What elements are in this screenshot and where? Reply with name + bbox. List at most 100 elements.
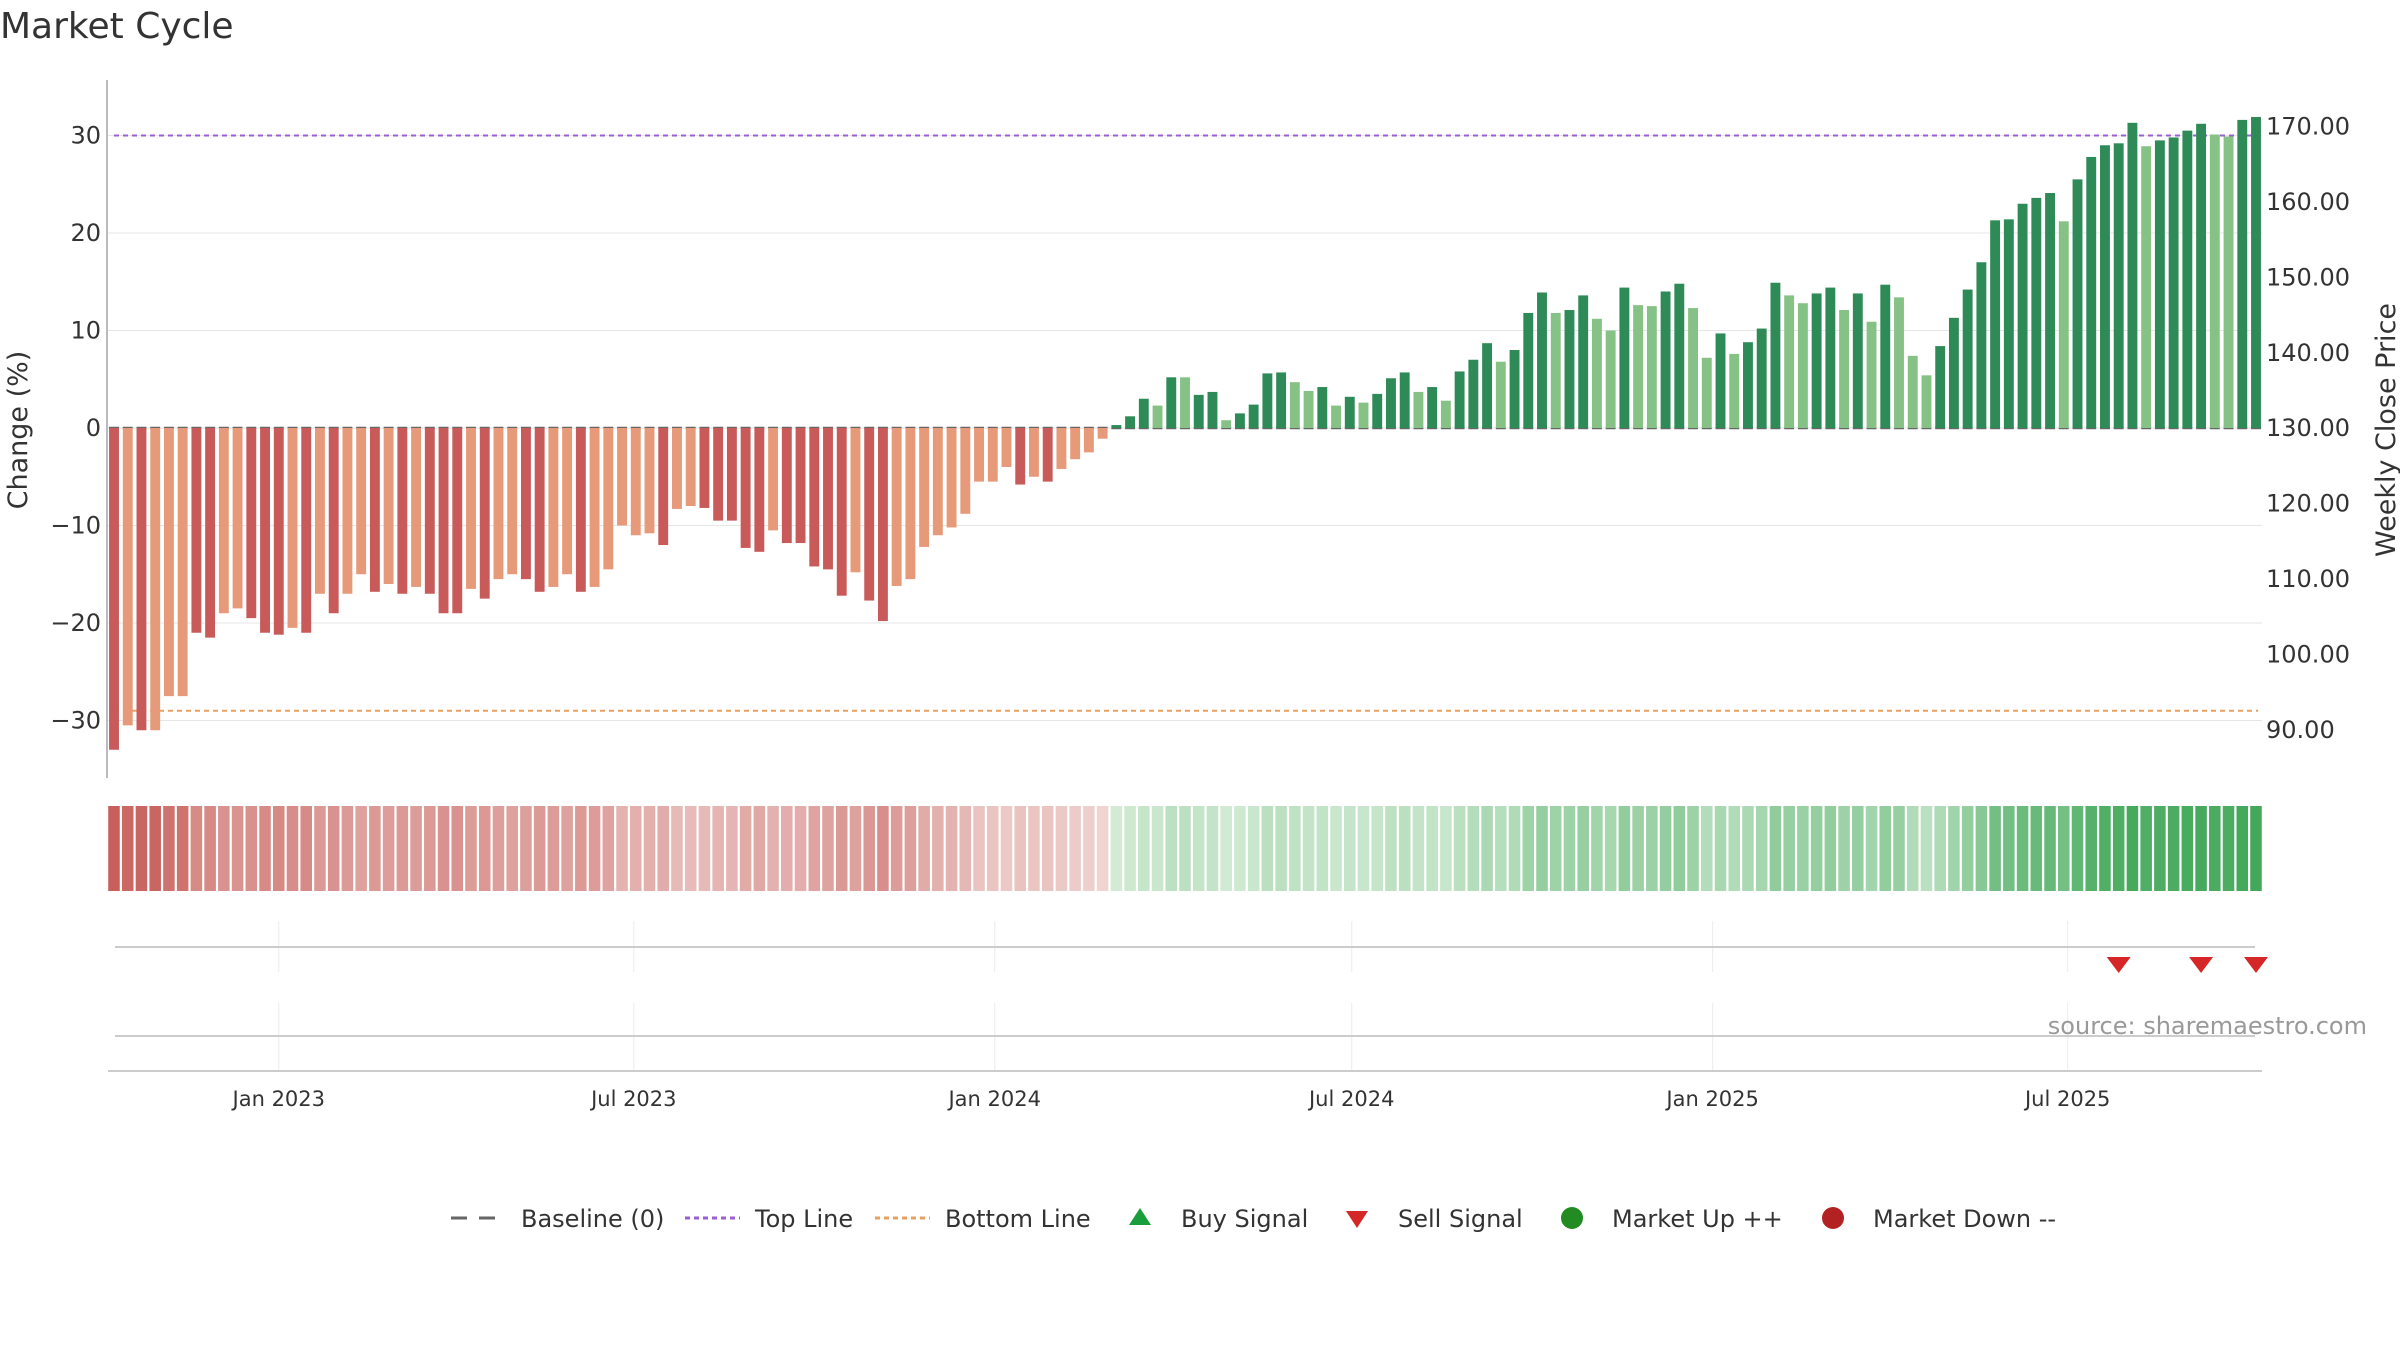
heat-strip-cell (396, 806, 409, 891)
heat-strip-cell (218, 806, 230, 891)
heat-strip-cell (1879, 806, 1892, 891)
heat-strip-cell (2167, 806, 2180, 891)
heat-strip-cell (286, 806, 299, 891)
change-bar (658, 428, 669, 545)
heat-strip-cell (1247, 806, 1260, 891)
change-bar (122, 428, 133, 726)
heat-strip-cell (424, 806, 436, 891)
heat-strip-cell (1289, 806, 1301, 891)
heat-strip-cell (1687, 806, 1699, 891)
change-bar (726, 428, 737, 521)
heat-strip-cell (1618, 806, 1631, 891)
change-bar (218, 428, 229, 614)
heat-strip-cell (1440, 806, 1452, 891)
heat-strip-cell (849, 806, 862, 891)
heat-strip-cell (2140, 806, 2152, 891)
heat-strip-cell (451, 806, 464, 891)
change-bar (836, 428, 847, 596)
heat-strip-cell (1302, 806, 1315, 891)
legend-market-down-label: Market Down -- (1873, 1205, 2056, 1233)
legend-bottom-line-label: Bottom Line (945, 1205, 1091, 1233)
y-tick-right-label: 160.00 (2266, 188, 2350, 216)
change-bar (232, 428, 243, 609)
y-tick-right-label: 150.00 (2266, 263, 2350, 291)
change-bar (520, 428, 531, 580)
heat-strip-cell (478, 806, 491, 891)
heat-strip-cell (369, 806, 381, 891)
heat-strip-cell (671, 806, 683, 891)
change-bar (1715, 333, 1726, 428)
change-bars (109, 116, 2261, 750)
x-tick-label: Jul 2023 (589, 1087, 676, 1111)
legend: Baseline (0) Top Line Bottom Line Buy Si… (451, 1205, 2056, 1233)
legend-top-line-label: Top Line (754, 1205, 853, 1233)
legend-item-market-down: Market Down -- (1822, 1205, 2056, 1233)
heat-strip-cell (1069, 806, 1081, 891)
heat-strip-cell (1975, 806, 1988, 891)
gridlines (108, 135, 2262, 1070)
heat-strip-cell (1508, 806, 1521, 891)
heat-strip-cell (987, 806, 999, 891)
heat-strip-cell (1797, 806, 1809, 891)
change-bar (191, 428, 202, 633)
heat-strip-cell (1701, 806, 1713, 891)
y-tick-right-label: 100.00 (2266, 640, 2350, 668)
change-bar (1468, 359, 1479, 428)
change-bar (369, 428, 380, 592)
heat-strip-cell (492, 806, 505, 891)
change-bar (1015, 428, 1026, 485)
change-bar (397, 428, 408, 594)
heat-strip-cell (1604, 806, 1617, 891)
heat-strip-cell (781, 806, 793, 891)
change-bar (2196, 123, 2207, 429)
legend-item-bottom-line: Bottom Line (875, 1205, 1091, 1233)
change-bar (1880, 284, 1891, 428)
change-bar (2031, 197, 2042, 428)
legend-buy-signal-label: Buy Signal (1181, 1205, 1308, 1233)
heat-strip-cell (1632, 806, 1644, 891)
legend-baseline-label: Baseline (0) (521, 1205, 664, 1233)
heat-strip-cell (2112, 806, 2125, 891)
change-bar (411, 428, 422, 587)
heat-strip-cell (1934, 806, 1946, 891)
heat-strip-cell (1275, 806, 1287, 891)
heat-strip-cell (2126, 806, 2139, 891)
change-bar (548, 428, 559, 587)
change-bar (2127, 122, 2138, 428)
heat-strip-cell (1371, 806, 1383, 891)
change-bar (1221, 420, 1232, 428)
change-bar (713, 428, 724, 521)
heat-strip-cell (877, 806, 889, 891)
heat-strip-cell (2236, 806, 2249, 891)
change-bar (109, 428, 119, 750)
change-bar (1303, 390, 1314, 428)
sell-signal-icon (1346, 1211, 1368, 1228)
heat-strip-cell (973, 806, 985, 891)
change-bar (1344, 396, 1355, 428)
heat-strip-cell (506, 806, 518, 891)
change-bar (2017, 203, 2028, 428)
change-bar (2154, 140, 2165, 429)
change-bar (1605, 330, 1616, 428)
change-bar (795, 428, 806, 544)
change-bar (974, 428, 984, 482)
heat-strip-cell (2071, 806, 2084, 891)
change-bar (246, 428, 257, 619)
change-bar (1894, 297, 1904, 428)
heat-strip-cell (808, 806, 821, 891)
heat-strip-cell (1577, 806, 1589, 891)
chart-title: Market Cycle (0, 6, 234, 47)
heat-strip-cell (1467, 806, 1480, 891)
heat-strip-cell (2222, 806, 2235, 891)
change-bar (1386, 378, 1396, 428)
change-bar (1852, 293, 1863, 428)
heat-strip-cell (1055, 806, 1068, 891)
change-bar (960, 428, 971, 514)
heat-strip-cell (1000, 806, 1013, 891)
y-tick-left-label: −10 (50, 512, 101, 540)
heat-strip-cell (657, 806, 669, 891)
heat-strip-cell (410, 806, 422, 891)
sell-signal-marker (2244, 957, 2268, 973)
sell-signal-marker (2189, 957, 2214, 973)
heat-strip-cell (1989, 806, 2001, 891)
